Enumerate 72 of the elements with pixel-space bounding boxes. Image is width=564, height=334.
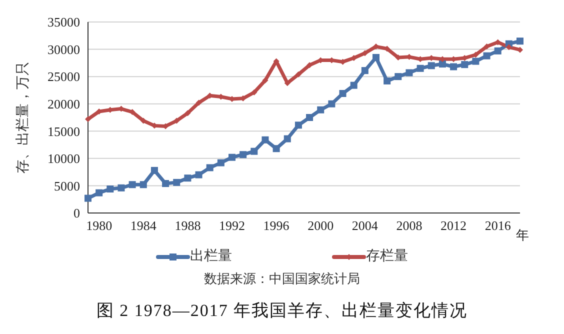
y-tick-label: 5000 [54, 178, 80, 194]
point [206, 164, 214, 172]
point [339, 90, 346, 97]
y-tick-label: 25000 [48, 69, 80, 84]
point [516, 38, 524, 45]
y-tick-label: 35000 [48, 14, 80, 30]
y-tick-label: 15000 [48, 124, 80, 139]
point [472, 58, 480, 65]
point [506, 44, 512, 50]
x-axis-title: 年 [516, 228, 529, 243]
point [162, 180, 170, 188]
point [294, 122, 302, 129]
point [174, 118, 180, 124]
point [106, 185, 114, 192]
point [84, 194, 92, 202]
text: 图 2 1978—2017 年我国羊存、出栏量变化情况 [95, 300, 469, 322]
point [217, 159, 224, 166]
point [406, 69, 413, 76]
x-tick-label: 2004 [352, 218, 378, 234]
y-tick-label: 0 [74, 206, 80, 221]
point [295, 71, 302, 78]
source-note: 数据来源：中国国家统计局 [203, 270, 361, 288]
point [184, 174, 192, 182]
y-axis-title: 存、出栏量，万只 [14, 62, 31, 174]
point [317, 106, 324, 114]
x-tick-label: 2016 [484, 218, 512, 234]
point [118, 184, 125, 192]
x-tick-label: 2008 [396, 218, 422, 234]
point [251, 89, 258, 96]
point [85, 116, 91, 122]
point [196, 100, 202, 106]
x-tick-label: 1996 [263, 218, 290, 234]
y-tick-label: 10000 [48, 151, 80, 166]
point [96, 189, 103, 196]
point [461, 61, 468, 68]
point [306, 114, 314, 121]
point [416, 64, 424, 72]
point [184, 110, 191, 116]
point [394, 73, 402, 80]
point [284, 80, 290, 86]
point [128, 181, 136, 188]
point [483, 52, 490, 60]
point [228, 154, 236, 161]
point [328, 100, 336, 108]
point [262, 77, 268, 84]
point [350, 82, 358, 89]
point [438, 60, 446, 68]
legend-label: 出栏量 [190, 248, 232, 265]
x-tick-label: 1984 [130, 218, 157, 234]
x-tick-label: 1980 [86, 218, 112, 234]
point [173, 178, 180, 186]
point [494, 47, 502, 54]
legend-label: 存栏量 [366, 248, 408, 265]
point [150, 166, 158, 174]
y-tick-label: 30000 [48, 42, 80, 57]
point [262, 136, 269, 144]
point [240, 151, 247, 158]
point [272, 145, 280, 152]
x-tick-label: 2012 [440, 218, 467, 234]
point [428, 62, 435, 70]
point [361, 67, 368, 74]
point [250, 148, 258, 155]
y-tick-label: 20000 [48, 96, 80, 112]
point [384, 77, 391, 84]
point [195, 171, 202, 178]
point [450, 63, 458, 70]
point [372, 54, 380, 61]
point [140, 181, 147, 188]
x-tick-label: 1988 [174, 218, 201, 234]
x-tick-label: 2000 [308, 218, 334, 234]
x-tick-label: 1992 [219, 218, 245, 234]
point [284, 135, 291, 142]
